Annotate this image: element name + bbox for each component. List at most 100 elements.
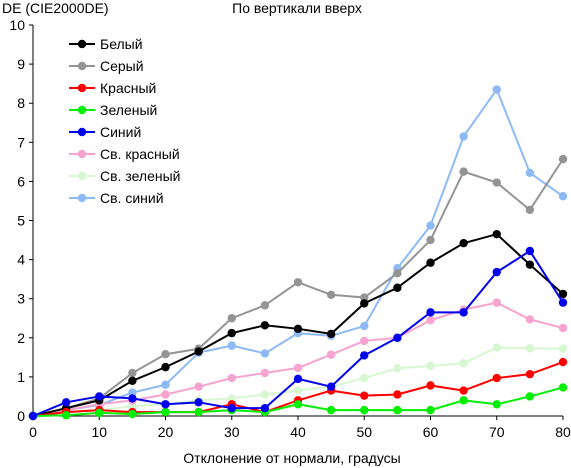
legend-label: Синий	[100, 124, 141, 140]
data-point	[293, 386, 303, 395]
data-point	[260, 403, 270, 413]
y-tick-label: 1	[17, 369, 25, 385]
data-point	[492, 343, 501, 352]
data-point	[459, 396, 468, 405]
data-point	[61, 411, 71, 420]
data-point	[293, 278, 303, 287]
y-tick-label: 10	[9, 17, 25, 33]
data-point	[360, 405, 369, 415]
data-point	[558, 383, 568, 392]
x-tick-label: 0	[29, 424, 37, 440]
legend-marker	[77, 149, 87, 159]
legend-entry: Серый	[69, 58, 144, 74]
data-point	[426, 235, 435, 245]
data-point	[194, 347, 203, 356]
y-tick-label: 4	[17, 252, 25, 268]
data-point	[227, 394, 236, 403]
data-point	[61, 398, 71, 407]
data-point	[393, 283, 402, 292]
y-tick-label: 7	[17, 134, 25, 150]
x-tick-label: 40	[290, 424, 306, 440]
data-point	[393, 405, 402, 415]
data-point	[326, 290, 336, 299]
legend-label: Св. синий	[100, 190, 164, 206]
data-point	[194, 407, 203, 417]
legend-marker	[77, 193, 87, 203]
data-point	[492, 85, 501, 94]
legend-entry: Красный	[69, 80, 156, 96]
data-point	[558, 154, 568, 164]
data-point	[161, 390, 170, 399]
data-point	[128, 388, 137, 397]
x-axis-title: Отклонение от нормали, градусы	[183, 450, 400, 466]
data-point	[492, 178, 501, 187]
data-point	[558, 289, 568, 299]
data-point	[525, 392, 535, 401]
data-point	[360, 336, 369, 346]
x-tick-label: 80	[555, 424, 571, 440]
data-point	[426, 308, 435, 317]
data-point	[459, 167, 468, 176]
data-point	[558, 298, 568, 307]
data-point	[326, 405, 336, 415]
legend-entry: Св. зеленый	[69, 168, 180, 184]
y-tick-label: 6	[17, 173, 25, 189]
y-tick-label: 9	[17, 56, 25, 72]
data-point	[459, 132, 468, 141]
data-point	[558, 192, 568, 201]
data-point	[161, 362, 170, 372]
data-point	[492, 229, 501, 239]
series-4	[28, 383, 568, 421]
legend-label: Красный	[100, 80, 156, 96]
legend-entry: Белый	[69, 36, 143, 52]
legend-entry: Синий	[69, 124, 141, 140]
y-tick-label: 2	[17, 330, 25, 346]
x-tick-label: 20	[158, 424, 174, 440]
legend-label: Св. красный	[100, 146, 180, 162]
legend-label: Серый	[100, 58, 144, 74]
data-point	[360, 293, 369, 302]
data-point	[492, 400, 501, 409]
data-point	[525, 344, 535, 353]
data-point	[426, 381, 435, 390]
data-point	[492, 298, 501, 307]
data-point	[360, 373, 369, 383]
data-point	[525, 260, 535, 269]
legend: Белый Серый Красный Зеленый Синий Св. красный…	[69, 36, 180, 206]
data-point	[161, 400, 170, 409]
x-tick-label: 30	[224, 424, 240, 440]
data-point	[393, 333, 402, 342]
data-point	[326, 382, 336, 391]
x-tick-label: 10	[91, 424, 107, 440]
data-point	[558, 357, 568, 367]
data-point	[426, 221, 435, 230]
data-point	[161, 350, 170, 359]
data-point	[95, 408, 104, 418]
data-point	[525, 246, 535, 256]
data-point	[28, 411, 38, 421]
legend-marker	[77, 39, 87, 49]
data-point	[128, 409, 137, 419]
legend-label: Св. зеленый	[100, 168, 180, 184]
y-tick-label: 3	[17, 291, 25, 307]
series-layer	[28, 85, 568, 421]
data-point	[459, 238, 468, 248]
legend-marker	[77, 61, 87, 71]
legend-entry: Зеленый	[69, 102, 157, 118]
axes: 0 1 2 3 4 5 6 7 8 9 10 0 10 20 30 40 50 60 70 80	[9, 17, 571, 440]
data-point	[426, 361, 435, 371]
legend-entry: Св. красный	[69, 146, 180, 162]
data-point	[260, 368, 270, 378]
data-point	[525, 369, 535, 379]
data-point	[360, 391, 369, 400]
data-point	[360, 351, 369, 360]
legend-marker	[77, 83, 87, 93]
data-point	[260, 321, 270, 330]
y-axis-title: DE (CIE2000DE)	[2, 0, 109, 16]
data-point	[459, 308, 468, 317]
data-point	[426, 316, 435, 325]
data-point	[194, 382, 203, 391]
data-point	[194, 398, 203, 407]
legend-label: Зеленый	[100, 102, 157, 118]
